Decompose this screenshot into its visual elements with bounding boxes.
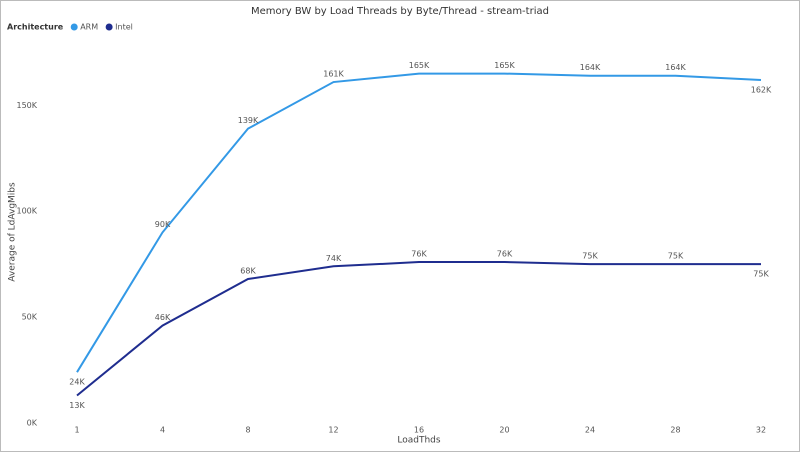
y-axis-title: Average of LdAvgMibs xyxy=(8,182,18,282)
x-tick-label: 28 xyxy=(670,426,680,435)
legend-title: Architecture xyxy=(7,23,64,32)
data-label: 90K xyxy=(155,220,171,229)
data-label: 165K xyxy=(409,61,430,70)
x-tick-label: 12 xyxy=(328,426,338,435)
x-tick-label: 20 xyxy=(499,426,509,435)
data-label: 164K xyxy=(580,63,601,72)
data-label: 24K xyxy=(69,378,85,387)
data-label: 164K xyxy=(665,63,686,72)
series-line xyxy=(76,261,761,397)
data-label: 76K xyxy=(497,250,513,259)
series-line xyxy=(76,72,762,373)
legend-marker xyxy=(70,23,78,31)
x-tick-label: 24 xyxy=(585,426,595,435)
x-axis-title: LoadThds xyxy=(397,436,441,446)
x-tick-label: 16 xyxy=(414,426,424,435)
data-label: 13K xyxy=(69,401,85,410)
x-tick-label: 4 xyxy=(160,426,165,435)
y-tick-label: 100K xyxy=(16,207,37,216)
x-tick-label: 1 xyxy=(74,426,79,435)
legend-marker xyxy=(105,23,113,31)
data-label: 75K xyxy=(582,252,598,261)
y-tick-label: 150K xyxy=(16,101,37,110)
data-label: 139K xyxy=(238,116,259,125)
data-label: 75K xyxy=(753,270,769,279)
y-tick-label: 0K xyxy=(27,419,38,428)
data-label: 162K xyxy=(751,85,772,94)
data-label: 74K xyxy=(326,254,342,263)
data-label: 161K xyxy=(323,70,344,79)
x-tick-label: 8 xyxy=(245,426,250,435)
data-label: 68K xyxy=(240,267,256,276)
legend-label: Intel xyxy=(115,23,133,32)
data-label: 46K xyxy=(155,313,171,322)
chart-title: Memory BW by Load Threads by Byte/Thread… xyxy=(251,6,549,17)
data-label: 76K xyxy=(411,250,427,259)
legend-label: ARM xyxy=(80,23,98,32)
y-tick-label: 50K xyxy=(22,313,38,322)
x-tick-label: 32 xyxy=(756,426,766,435)
data-label: 75K xyxy=(668,252,684,261)
data-label: 165K xyxy=(494,61,515,70)
